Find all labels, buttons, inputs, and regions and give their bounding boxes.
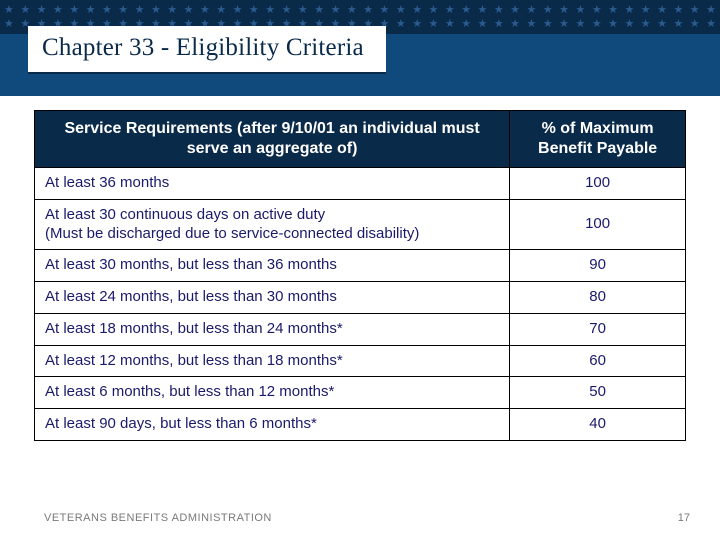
eligibility-table: Service Requirements (after 9/10/01 an i…	[34, 110, 686, 441]
col-header-percent: % of Maximum Benefit Payable	[510, 111, 686, 168]
cell-requirement: At least 30 continuous days on active du…	[35, 199, 510, 250]
table-row: At least 12 months, but less than 18 mon…	[35, 345, 686, 377]
slide: ★★★★★★★★★★★★★★★★★★★★★★★★★★★★★★★★★★★★★★★★…	[0, 0, 720, 540]
cell-percent: 100	[510, 168, 686, 200]
table-row: At least 36 months 100	[35, 168, 686, 200]
cell-requirement: At least 36 months	[35, 168, 510, 200]
page-number: 17	[678, 512, 690, 524]
star-row-1: ★★★★★★★★★★★★★★★★★★★★★★★★★★★★★★★★★★★★★★★★…	[0, 5, 720, 16]
footer-org: VETERANS BENEFITS ADMINISTRATION	[44, 512, 272, 524]
table-row: At least 90 days, but less than 6 months…	[35, 409, 686, 441]
table-header-row: Service Requirements (after 9/10/01 an i…	[35, 111, 686, 168]
cell-requirement: At least 18 months, but less than 24 mon…	[35, 313, 510, 345]
col-header-requirements: Service Requirements (after 9/10/01 an i…	[35, 111, 510, 168]
cell-percent: 70	[510, 313, 686, 345]
cell-percent: 90	[510, 250, 686, 282]
cell-percent: 60	[510, 345, 686, 377]
table-body: At least 36 months 100 At least 30 conti…	[35, 168, 686, 441]
title-box: Chapter 33 - Eligibility Criteria	[28, 26, 386, 74]
content-area: Service Requirements (after 9/10/01 an i…	[0, 96, 720, 441]
footer: VETERANS BENEFITS ADMINISTRATION 17	[0, 512, 720, 524]
cell-requirement: At least 6 months, but less than 12 mont…	[35, 377, 510, 409]
cell-requirement: At least 12 months, but less than 18 mon…	[35, 345, 510, 377]
table-row: At least 30 months, but less than 36 mon…	[35, 250, 686, 282]
cell-percent: 80	[510, 282, 686, 314]
title-band: Chapter 33 - Eligibility Criteria	[0, 34, 720, 96]
table-row: At least 24 months, but less than 30 mon…	[35, 282, 686, 314]
table-row: At least 6 months, but less than 12 mont…	[35, 377, 686, 409]
cell-requirement: At least 30 months, but less than 36 mon…	[35, 250, 510, 282]
slide-title: Chapter 33 - Eligibility Criteria	[42, 34, 364, 62]
table-row: At least 30 continuous days on active du…	[35, 199, 686, 250]
cell-percent: 40	[510, 409, 686, 441]
table-row: At least 18 months, but less than 24 mon…	[35, 313, 686, 345]
cell-requirement: At least 90 days, but less than 6 months…	[35, 409, 510, 441]
cell-percent: 100	[510, 199, 686, 250]
cell-requirement: At least 24 months, but less than 30 mon…	[35, 282, 510, 314]
cell-percent: 50	[510, 377, 686, 409]
